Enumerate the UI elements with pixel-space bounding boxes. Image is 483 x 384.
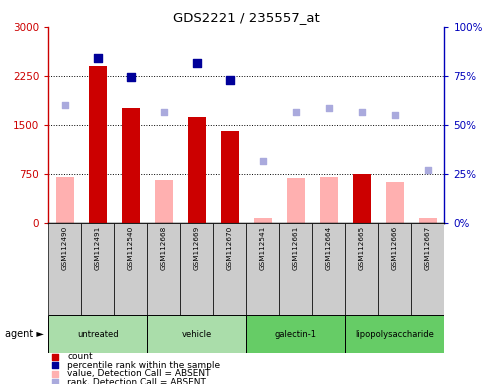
FancyBboxPatch shape: [114, 223, 147, 315]
Bar: [419, 218, 437, 223]
Title: GDS2221 / 235557_at: GDS2221 / 235557_at: [173, 11, 320, 24]
Point: [51, 379, 58, 384]
Text: GSM112668: GSM112668: [161, 225, 167, 270]
Point: [292, 109, 299, 115]
Bar: [89, 66, 107, 223]
Point: [358, 109, 366, 115]
FancyBboxPatch shape: [180, 223, 213, 315]
FancyBboxPatch shape: [147, 315, 246, 353]
FancyBboxPatch shape: [48, 223, 81, 315]
FancyBboxPatch shape: [48, 315, 147, 353]
Text: galectin-1: galectin-1: [275, 329, 317, 339]
FancyBboxPatch shape: [345, 223, 378, 315]
Bar: [287, 178, 305, 223]
Text: GSM112669: GSM112669: [194, 225, 200, 270]
Text: GSM112665: GSM112665: [359, 225, 365, 270]
Point: [193, 60, 201, 66]
FancyBboxPatch shape: [246, 315, 345, 353]
Text: vehicle: vehicle: [182, 329, 212, 339]
Text: untreated: untreated: [77, 329, 119, 339]
Text: lipopolysaccharide: lipopolysaccharide: [355, 329, 434, 339]
Text: GSM112491: GSM112491: [95, 225, 101, 270]
Point: [424, 167, 432, 174]
Point: [94, 55, 102, 61]
Text: GSM112540: GSM112540: [128, 225, 134, 270]
Point: [127, 74, 135, 80]
Text: GSM112667: GSM112667: [425, 225, 431, 270]
FancyBboxPatch shape: [81, 223, 114, 315]
Text: rank, Detection Call = ABSENT: rank, Detection Call = ABSENT: [68, 377, 206, 384]
Point: [259, 158, 267, 164]
Point: [226, 77, 234, 83]
Text: percentile rank within the sample: percentile rank within the sample: [68, 361, 221, 370]
Point: [51, 362, 58, 368]
Text: GSM112541: GSM112541: [260, 225, 266, 270]
Bar: [56, 177, 74, 223]
Text: value, Detection Call = ABSENT: value, Detection Call = ABSENT: [68, 369, 211, 378]
Bar: [221, 131, 239, 223]
FancyBboxPatch shape: [213, 223, 246, 315]
Text: GSM112661: GSM112661: [293, 225, 299, 270]
FancyBboxPatch shape: [246, 223, 279, 315]
FancyBboxPatch shape: [279, 223, 313, 315]
Bar: [353, 174, 371, 223]
Point: [325, 106, 333, 112]
Point: [160, 109, 168, 115]
FancyBboxPatch shape: [412, 223, 444, 315]
Text: GSM112664: GSM112664: [326, 225, 332, 270]
Bar: [386, 182, 404, 223]
Text: count: count: [68, 353, 93, 361]
Bar: [155, 180, 173, 223]
Point: [391, 112, 399, 118]
Text: GSM112666: GSM112666: [392, 225, 398, 270]
FancyBboxPatch shape: [147, 223, 180, 315]
Text: GSM112490: GSM112490: [62, 225, 68, 270]
Bar: [122, 109, 140, 223]
Bar: [188, 117, 206, 223]
FancyBboxPatch shape: [378, 223, 412, 315]
Text: agent ►: agent ►: [5, 329, 43, 339]
Point: [51, 354, 58, 360]
FancyBboxPatch shape: [313, 223, 345, 315]
FancyBboxPatch shape: [345, 315, 444, 353]
Point: [51, 371, 58, 377]
Point: [61, 102, 69, 108]
Text: GSM112670: GSM112670: [227, 225, 233, 270]
Bar: [320, 177, 338, 223]
Bar: [254, 218, 272, 223]
